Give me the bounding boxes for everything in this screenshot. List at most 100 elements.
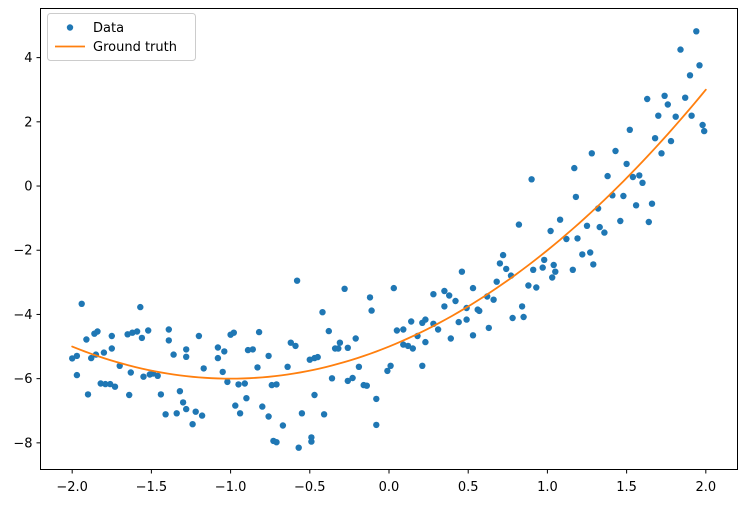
scatter-point [661,92,668,100]
y-tick-label: −8 [13,436,32,451]
scatter-point [549,274,556,281]
scatter-point [541,256,548,264]
scatter-point [503,265,510,273]
scatter-point [596,223,603,231]
scatter-point [547,227,554,235]
scatter-point [387,362,394,369]
scatter-point [133,328,141,335]
y-tick-label: −2 [13,244,32,259]
scatter-point [373,395,380,403]
legend-label-ground-truth: Ground truth [93,40,177,55]
scatter-point [328,375,336,382]
x-tick-label: 1.0 [537,480,558,495]
scatter-point [308,438,315,445]
scatter-point [235,381,242,388]
scatter-point [88,354,95,362]
scatter-point [108,332,116,340]
scatter-point [192,408,199,415]
scatter-point [126,391,133,399]
scatter-point [179,399,187,406]
scatter-point [100,349,108,356]
scatter-point [145,327,152,334]
scatter-point [243,395,250,402]
scatter-point [446,292,453,299]
scatter-point [170,351,177,358]
scatter-point [530,266,537,273]
scatter-point [335,345,342,352]
scatter-point [214,344,222,351]
scatter-point [108,345,116,352]
scatter-point [268,381,275,389]
scatter-point [173,410,180,417]
scatter-point [344,344,351,351]
scatter-point [583,222,591,229]
scatter-point [409,345,416,352]
scatter-point [447,335,454,342]
scatter-point [509,314,516,322]
scatter-point [287,339,294,346]
scatter-point [636,172,643,179]
scatter-point [265,352,272,360]
scatter-point [469,284,477,292]
y-tick-label: −4 [13,308,32,323]
scatter-point [528,176,535,183]
y-tick-label: 4 [24,51,32,66]
scatter-point [344,377,351,385]
x-tick-label: −1.5 [136,480,168,495]
scatter-point [612,147,619,155]
scatter-point [368,307,375,314]
scatter-point [419,362,426,369]
scatter-point [667,137,675,145]
scatter-point [601,229,608,236]
x-tick-label: 0.0 [379,480,400,495]
scatter-point [620,192,627,200]
plot-area: −2.0 −1.5 −1.0 −0.5 0.0 0.5 1.0 1.5 2.0 −8 −6 −4 −2 0… [13,8,738,495]
scatter-point [236,410,244,417]
scatter-point [604,172,611,180]
scatter-point [293,277,301,284]
x-tick-label: 0.5 [458,480,479,495]
scatter-point [195,332,203,340]
scatter-point [632,202,640,209]
scatter-point [183,353,190,360]
scatter-point [588,150,595,157]
scatter-point [221,348,228,355]
scatter-point [515,221,523,228]
scatter-point [393,327,401,334]
scatter-point [686,72,694,79]
scatter-point [499,251,507,259]
scatter-point [255,328,263,336]
scatter-point [441,303,448,310]
scatter-point [590,261,597,268]
scatter-point [138,334,146,342]
scatter-point [434,326,442,333]
scatter-point [137,303,144,311]
scatter-point [493,278,500,285]
scatter-point [658,150,665,157]
y-tick-label: 2 [24,115,32,130]
scatter-point [639,179,646,186]
scatter-point [645,218,652,226]
scatter-point [629,173,637,181]
scatter-point [373,421,380,429]
scatter-point [336,339,344,346]
scatter-point [363,382,370,389]
scatter-point [574,235,581,242]
scatter-point [200,365,207,372]
scatter-point [455,318,462,326]
legend-marker-data-icon [66,24,74,31]
scatter-point [571,164,578,172]
scatter-point [458,268,466,275]
legend: Data Ground truth [47,13,196,61]
scatter-point [518,303,526,310]
y-tick-label: 0 [24,180,32,195]
scatter-point [463,316,470,323]
scatter-point [176,388,184,395]
scatter-point [485,324,492,332]
scatter-point [469,332,477,339]
scatter-point [496,260,504,267]
scatter-point [259,403,266,410]
x-tick-label: −1.0 [215,480,247,495]
